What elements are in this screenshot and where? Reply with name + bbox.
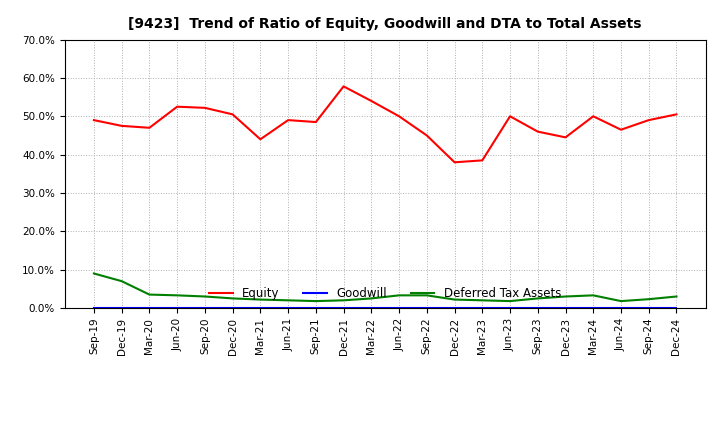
Equity	[145, 125, 154, 130]
Deferred Tax Assets	[339, 298, 348, 303]
Goodwill	[534, 305, 542, 311]
Equity	[395, 114, 403, 119]
Goodwill	[173, 305, 181, 311]
Goodwill	[395, 305, 403, 311]
Goodwill	[616, 305, 625, 311]
Goodwill	[201, 305, 210, 311]
Deferred Tax Assets	[367, 296, 376, 301]
Equity	[505, 114, 514, 119]
Deferred Tax Assets	[117, 279, 126, 284]
Equity	[561, 135, 570, 140]
Equity	[117, 123, 126, 128]
Line: Deferred Tax Assets: Deferred Tax Assets	[94, 274, 677, 301]
Deferred Tax Assets	[89, 271, 98, 276]
Goodwill	[589, 305, 598, 311]
Deferred Tax Assets	[505, 298, 514, 304]
Deferred Tax Assets	[173, 293, 181, 298]
Deferred Tax Assets	[395, 293, 403, 298]
Deferred Tax Assets	[201, 294, 210, 299]
Goodwill	[117, 305, 126, 311]
Equity	[339, 84, 348, 89]
Goodwill	[339, 305, 348, 311]
Deferred Tax Assets	[228, 296, 237, 301]
Equity	[423, 133, 431, 138]
Equity	[478, 158, 487, 163]
Legend: Equity, Goodwill, Deferred Tax Assets: Equity, Goodwill, Deferred Tax Assets	[204, 282, 566, 305]
Deferred Tax Assets	[312, 298, 320, 304]
Goodwill	[228, 305, 237, 311]
Goodwill	[450, 305, 459, 311]
Goodwill	[423, 305, 431, 311]
Deferred Tax Assets	[561, 294, 570, 299]
Goodwill	[284, 305, 292, 311]
Goodwill	[145, 305, 154, 311]
Deferred Tax Assets	[672, 294, 681, 299]
Equity	[644, 117, 653, 123]
Equity	[534, 129, 542, 134]
Goodwill	[89, 305, 98, 311]
Equity	[616, 127, 625, 132]
Equity	[256, 137, 265, 142]
Equity	[201, 105, 210, 110]
Deferred Tax Assets	[616, 298, 625, 304]
Deferred Tax Assets	[423, 293, 431, 298]
Goodwill	[561, 305, 570, 311]
Line: Equity: Equity	[94, 86, 677, 162]
Deferred Tax Assets	[284, 298, 292, 303]
Deferred Tax Assets	[644, 297, 653, 302]
Goodwill	[256, 305, 265, 311]
Equity	[367, 98, 376, 103]
Equity	[228, 112, 237, 117]
Equity	[89, 117, 98, 123]
Equity	[589, 114, 598, 119]
Goodwill	[367, 305, 376, 311]
Equity	[173, 104, 181, 109]
Goodwill	[312, 305, 320, 311]
Equity	[312, 119, 320, 125]
Equity	[450, 160, 459, 165]
Goodwill	[672, 305, 681, 311]
Goodwill	[644, 305, 653, 311]
Title: [9423]  Trend of Ratio of Equity, Goodwill and DTA to Total Assets: [9423] Trend of Ratio of Equity, Goodwil…	[128, 18, 642, 32]
Deferred Tax Assets	[478, 298, 487, 303]
Goodwill	[505, 305, 514, 311]
Deferred Tax Assets	[534, 296, 542, 301]
Equity	[672, 112, 681, 117]
Deferred Tax Assets	[145, 292, 154, 297]
Deferred Tax Assets	[256, 297, 265, 302]
Deferred Tax Assets	[450, 297, 459, 302]
Goodwill	[478, 305, 487, 311]
Equity	[284, 117, 292, 123]
Deferred Tax Assets	[589, 293, 598, 298]
